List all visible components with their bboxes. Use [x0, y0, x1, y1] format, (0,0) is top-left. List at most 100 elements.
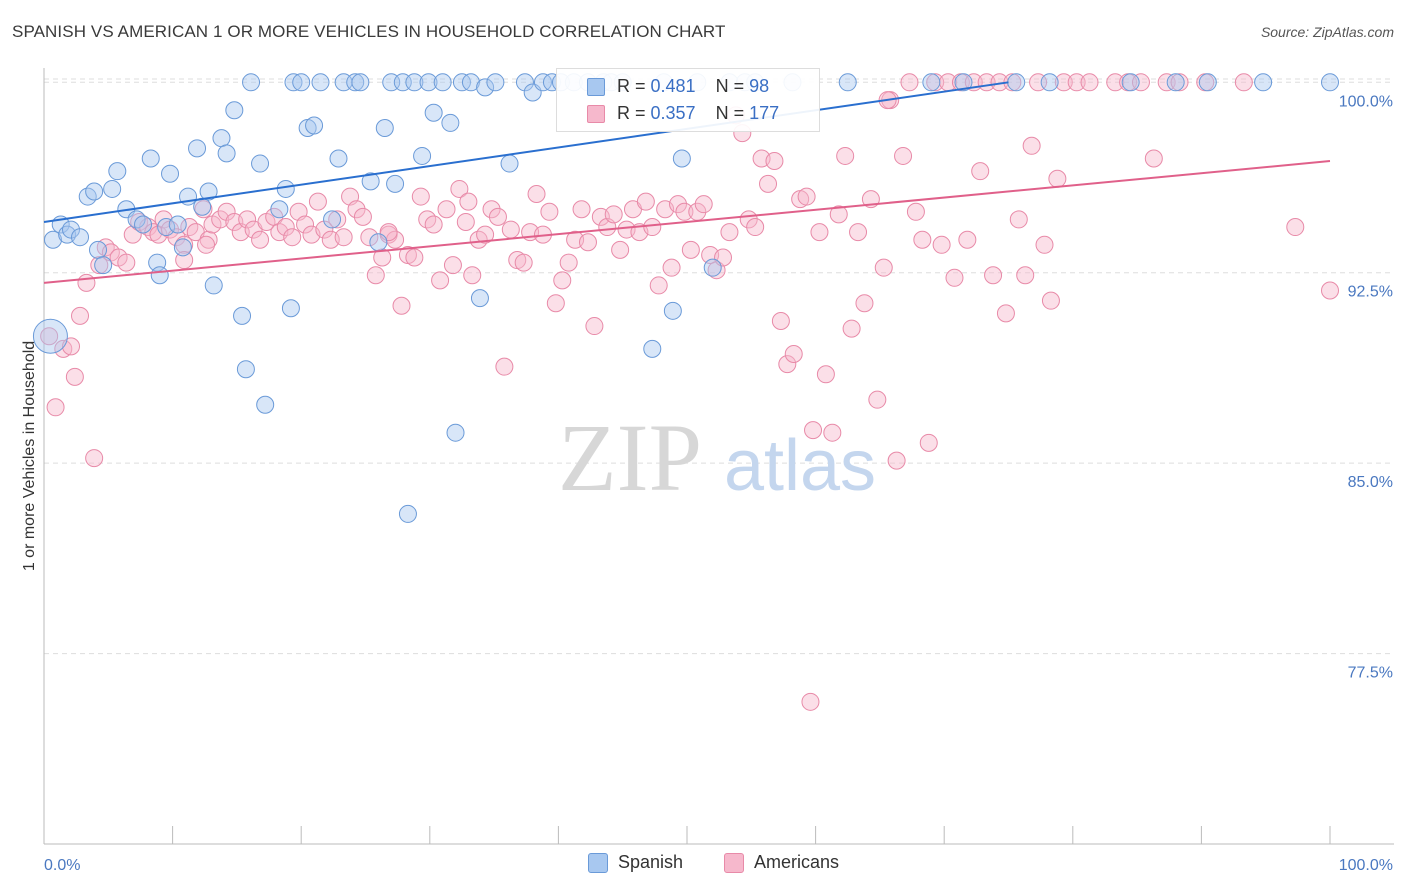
americans-point: [643, 218, 662, 237]
americans-point: [90, 256, 109, 275]
americans-point: [373, 248, 392, 267]
spanish-point: [476, 78, 495, 97]
americans-point: [1321, 281, 1339, 300]
americans-point: [746, 218, 765, 237]
americans-point: [611, 240, 630, 259]
americans-point: [1048, 169, 1067, 188]
spanish-point: [236, 360, 255, 379]
americans-point: [971, 162, 990, 181]
spanish-point: [329, 149, 348, 168]
americans-point: [46, 398, 65, 417]
spanish-point: [212, 129, 231, 148]
correlation-legend: R = 0.481 N = 98 R = 0.357 N = 177: [556, 68, 820, 132]
americans-point: [868, 390, 887, 409]
spanish-point: [161, 164, 180, 183]
legend-label-spanish: Spanish: [618, 852, 684, 872]
americans-point: [894, 146, 913, 165]
americans-point: [1170, 73, 1189, 92]
spanish-point: [256, 395, 275, 414]
x-tick-label: 100.0%: [1339, 857, 1393, 874]
x-tick-label: 0.0%: [44, 857, 80, 874]
watermark: ZIP atlas: [558, 404, 876, 511]
spanish-point: [284, 73, 303, 92]
americans-point: [636, 192, 655, 211]
spanish-point: [71, 228, 90, 247]
spanish-point: [1254, 73, 1273, 92]
spanish-point: [1321, 73, 1339, 92]
source-credit: Source: ZipAtlas.com: [1260, 24, 1394, 40]
y-tick-label: 77.5%: [1348, 665, 1393, 682]
chart-title: SPANISH VS AMERICAN 1 OR MORE VEHICLES I…: [12, 22, 726, 41]
legend-row-americans: R = 0.357 N = 177: [557, 100, 819, 128]
spanish-point: [32, 318, 68, 354]
americans-point: [842, 319, 861, 338]
spanish-point: [346, 73, 365, 92]
americans-point: [855, 294, 874, 313]
americans-point: [900, 73, 919, 92]
americans-point: [662, 258, 681, 277]
spanish-point: [922, 73, 941, 92]
americans-point: [117, 253, 136, 272]
americans-point: [887, 451, 906, 470]
spanish-point: [168, 215, 187, 234]
americans-point: [778, 355, 797, 374]
americans-point: [759, 174, 778, 193]
spanish-point: [199, 182, 218, 201]
y-tick-label: 85.0%: [1348, 474, 1393, 491]
americans-point: [238, 210, 257, 229]
americans-point: [40, 327, 59, 346]
spanish-point: [441, 113, 460, 132]
americans-point: [553, 271, 572, 290]
series-legend: Spanish Americans: [0, 850, 1406, 880]
legend-r-label: R =: [617, 76, 651, 96]
americans-point: [459, 192, 478, 211]
americans-point: [514, 253, 533, 272]
americans-point: [958, 230, 977, 249]
americans-point: [829, 205, 848, 224]
spanish-point: [500, 154, 519, 173]
americans-point: [85, 449, 104, 468]
americans-point: [424, 215, 443, 234]
americans-point: [1022, 136, 1041, 155]
americans-point: [276, 218, 295, 237]
spanish-point: [486, 73, 505, 92]
spanish-point: [533, 73, 552, 92]
spanish-point: [838, 73, 857, 92]
spanish-point: [1198, 73, 1217, 92]
americans-point: [251, 230, 270, 249]
spanish-trendline: [43, 81, 1009, 223]
spanish-point: [351, 73, 370, 92]
spanish-point: [672, 149, 691, 168]
americans-point: [296, 215, 315, 234]
spanish-point: [108, 162, 127, 181]
americans-point: [836, 146, 855, 165]
spanish-point: [369, 233, 388, 252]
americans-point: [1106, 73, 1125, 92]
americans-point: [694, 195, 713, 214]
spanish-point: [251, 154, 270, 173]
americans-point: [1080, 73, 1099, 92]
spanish-point: [173, 238, 192, 257]
legend-swatch-americans: [587, 105, 605, 123]
americans-point: [649, 276, 668, 295]
americans-points: [40, 73, 1339, 711]
legend-r-value: 0.357: [650, 103, 696, 123]
legend-n-label: N =: [715, 103, 750, 123]
americans-point: [443, 256, 462, 275]
americans-point: [810, 223, 829, 242]
americans-point: [308, 192, 327, 211]
americans-point: [353, 207, 372, 226]
spanish-point: [703, 258, 722, 277]
americans-point: [585, 317, 604, 336]
spanish-point: [103, 179, 122, 198]
spanish-point: [276, 179, 295, 198]
americans-point: [360, 228, 379, 247]
americans-point: [984, 266, 1003, 285]
americans-point: [604, 205, 623, 224]
americans-point: [996, 304, 1015, 323]
americans-point: [765, 152, 784, 171]
americans-point: [681, 240, 700, 259]
spanish-point: [361, 172, 380, 191]
spanish-point: [270, 200, 289, 219]
